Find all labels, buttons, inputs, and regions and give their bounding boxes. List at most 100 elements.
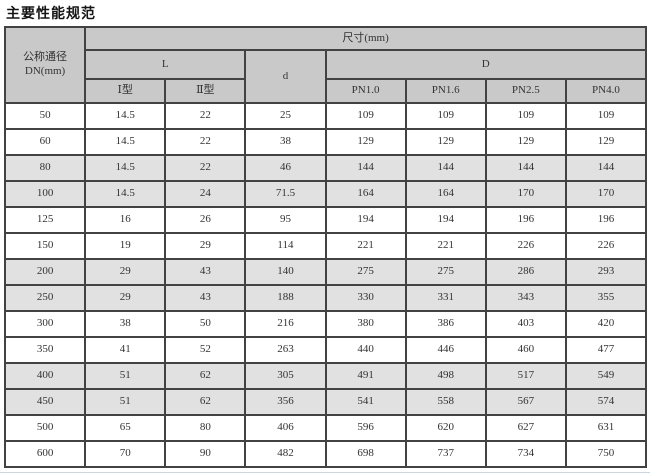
cell-pn2.5: 460 [484,336,567,364]
cell-pn1.6: 129 [404,128,487,156]
cell-pn4.0: 549 [564,362,648,390]
cell-dn: 350 [3,336,87,364]
cell-pn4.0: 170 [564,180,648,208]
cell-pn4.0: 129 [564,128,648,156]
cell-l2: 29 [164,232,247,260]
cell-pn1.6: 164 [404,180,487,208]
spec-table: 公称通径 DN(mm) 尺寸(mm) L d D Ⅰ型 Ⅱ型 PN1.0 PN1… [3,26,648,468]
cell-pn2.5: 343 [484,284,567,312]
header-pn4.0: PN4.0 [564,78,648,104]
header-d-group: D [324,49,647,80]
cell-pn1.6: 331 [404,284,487,312]
cell-d: 25 [244,102,327,130]
cell-pn4.0: 144 [564,154,648,182]
cell-pn4.0: 420 [564,310,648,338]
cell-l2: 22 [164,154,247,182]
cell-l2: 52 [164,336,247,364]
cell-pn2.5: 517 [484,362,567,390]
header-size-group: 尺寸(mm) [84,26,647,51]
cell-l2: 43 [164,284,247,312]
cell-pn1.6: 144 [404,154,487,182]
cell-l1: 70 [84,440,167,468]
cell-dn: 300 [3,310,87,338]
cell-pn1.0: 380 [324,310,407,338]
cell-pn4.0: 750 [564,440,648,468]
cell-l1: 16 [84,206,167,234]
cell-d: 38 [244,128,327,156]
cell-l1: 38 [84,310,167,338]
cell-pn2.5: 226 [484,232,567,260]
table-row-dn60: 60 14.5 22 38 129 129 129 129 [3,128,648,156]
spec-table-body: 50 14.5 22 25 109 109 109 109 60 14.5 22… [3,102,648,468]
page-title: 主要性能规范 [6,5,96,21]
cell-l2: 43 [164,258,247,286]
cell-d: 482 [244,440,327,468]
cell-d: 95 [244,206,327,234]
table-row-dn600: 600 70 90 482 698 737 734 750 [3,440,648,468]
cell-pn2.5: 144 [484,154,567,182]
cell-l1: 51 [84,388,167,416]
cell-pn1.0: 440 [324,336,407,364]
cell-pn1.0: 541 [324,388,407,416]
cell-dn: 500 [3,414,87,442]
table-row-dn100: 100 14.5 24 71.5 164 164 170 170 [3,180,648,208]
cell-l1: 65 [84,414,167,442]
cell-pn1.0: 164 [324,180,407,208]
cell-pn2.5: 196 [484,206,567,234]
cell-pn1.0: 129 [324,128,407,156]
cell-pn4.0: 196 [564,206,648,234]
cell-l1: 41 [84,336,167,364]
cell-dn: 450 [3,388,87,416]
cell-pn1.6: 498 [404,362,487,390]
cell-l1: 19 [84,232,167,260]
cell-pn1.0: 144 [324,154,407,182]
cell-dn: 125 [3,206,87,234]
cell-pn1.6: 221 [404,232,487,260]
header-l-group: L [84,49,247,80]
cell-d: 305 [244,362,327,390]
table-row-dn250: 250 29 43 188 330 331 343 355 [3,284,648,312]
cell-l1: 14.5 [84,180,167,208]
cell-dn: 150 [3,232,87,260]
header-pn1.6: PN1.6 [404,78,487,104]
cell-pn1.6: 558 [404,388,487,416]
cell-pn1.6: 275 [404,258,487,286]
cell-pn2.5: 109 [484,102,567,130]
header-type-2: Ⅱ型 [164,78,247,104]
header-nominal-diameter-line2: DN(mm) [24,65,66,77]
cell-l1: 29 [84,258,167,286]
bottom-divider [0,472,650,473]
table-row-dn150: 150 19 29 114 221 221 226 226 [3,232,648,260]
cell-pn1.0: 698 [324,440,407,468]
cell-pn1.0: 109 [324,102,407,130]
cell-pn1.6: 620 [404,414,487,442]
cell-pn4.0: 109 [564,102,648,130]
table-row-dn500: 500 65 80 406 596 620 627 631 [3,414,648,442]
table-row-dn125: 125 16 26 95 194 194 196 196 [3,206,648,234]
cell-dn: 600 [3,440,87,468]
cell-d: 356 [244,388,327,416]
cell-l2: 90 [164,440,247,468]
cell-pn2.5: 286 [484,258,567,286]
cell-l2: 50 [164,310,247,338]
cell-pn1.6: 737 [404,440,487,468]
cell-pn2.5: 403 [484,310,567,338]
cell-pn4.0: 226 [564,232,648,260]
cell-pn1.0: 221 [324,232,407,260]
cell-pn2.5: 734 [484,440,567,468]
cell-l2: 22 [164,128,247,156]
cell-pn2.5: 567 [484,388,567,416]
table-row-dn400: 400 51 62 305 491 498 517 549 [3,362,648,390]
cell-pn1.6: 194 [404,206,487,234]
cell-d: 216 [244,310,327,338]
cell-pn4.0: 631 [564,414,648,442]
cell-pn2.5: 627 [484,414,567,442]
cell-l2: 62 [164,388,247,416]
cell-pn1.6: 386 [404,310,487,338]
cell-d: 46 [244,154,327,182]
cell-l1: 14.5 [84,154,167,182]
cell-dn: 200 [3,258,87,286]
table-row-dn200: 200 29 43 140 275 275 286 293 [3,258,648,286]
cell-l2: 80 [164,414,247,442]
cell-l2: 22 [164,102,247,130]
